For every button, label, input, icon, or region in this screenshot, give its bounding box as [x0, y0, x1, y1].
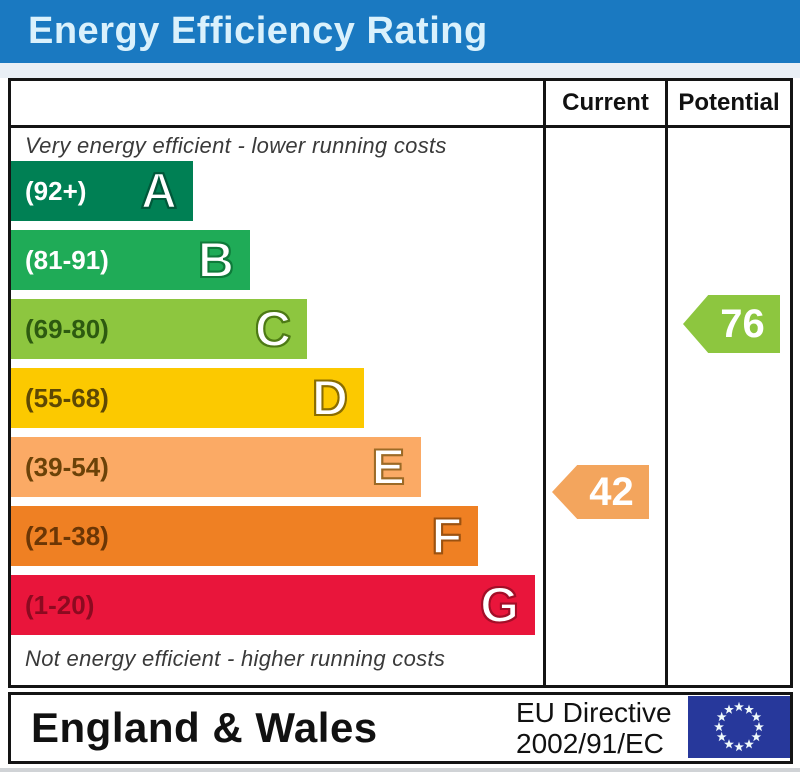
rating-table: Current Potential Very energy efficient …: [8, 78, 793, 688]
band-letter: E: [371, 438, 406, 496]
band-range: (81-91): [25, 244, 109, 275]
eu-directive-line2: 2002/91/EC: [516, 728, 664, 759]
footer-bar: England & Wales EU Directive 2002/91/EC: [8, 692, 793, 764]
bottom-caption: Not energy efficient - higher running co…: [25, 646, 446, 671]
band-letter: F: [430, 507, 463, 565]
top-caption: Very energy efficient - lower running co…: [25, 133, 447, 158]
band-b: (81-91) B: [11, 230, 250, 290]
potential-column-divider: [665, 81, 668, 685]
band-g: (1-20) G: [11, 575, 535, 635]
band-letter: B: [197, 231, 235, 289]
eu-directive-line1: EU Directive: [516, 697, 672, 728]
potential-column-header: Potential: [678, 89, 780, 116]
band-letter: C: [254, 300, 292, 358]
page-title: Energy Efficiency Rating: [28, 10, 488, 52]
current-arrow: 42: [552, 465, 649, 519]
current-column-header: Current: [562, 89, 649, 116]
band-range: (21-38): [25, 520, 109, 551]
band-c: (69-80) C: [11, 299, 307, 359]
band-range: (69-80): [25, 313, 109, 344]
band-range: (55-68): [25, 382, 109, 413]
region-label: England & Wales: [31, 704, 378, 751]
band-f: (21-38) F: [11, 506, 478, 566]
band-letter: D: [311, 369, 349, 427]
title-bar-gap: [0, 63, 800, 78]
band-range: (1-20): [25, 589, 95, 620]
current-column-divider: [543, 81, 546, 685]
bottom-edge-shadow: [0, 768, 800, 772]
title-bar: Energy Efficiency Rating: [0, 0, 800, 63]
eu-flag-icon: [688, 696, 790, 758]
band-range: (39-54): [25, 451, 109, 482]
band-letter: A: [140, 162, 178, 220]
band-letter: G: [479, 576, 520, 634]
band-d: (55-68) D: [11, 368, 364, 428]
band-a: (92+) A: [11, 161, 193, 221]
eu-directive-label: EU Directive 2002/91/EC: [516, 697, 676, 759]
band-e: (39-54) E: [11, 437, 421, 497]
potential-arrow: 76: [683, 295, 780, 353]
band-range: (92+): [25, 175, 87, 206]
header-divider: [11, 125, 790, 128]
